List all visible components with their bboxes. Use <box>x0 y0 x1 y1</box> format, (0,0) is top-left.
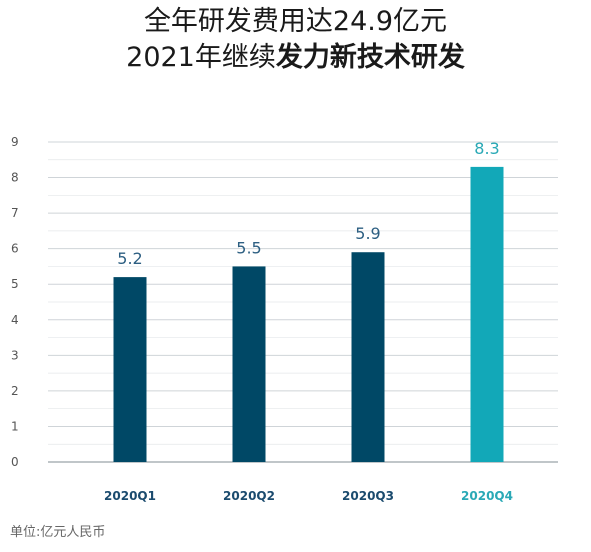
unit-note: 单位:亿元人民币 <box>10 525 106 540</box>
title-line-1: 全年研发费用达24.9亿元 <box>143 6 448 37</box>
bar-2020Q3 <box>351 252 385 462</box>
y-tick-label: 5 <box>11 277 19 291</box>
data-label: 5.2 <box>117 249 142 268</box>
x-tick-label: 2020Q1 <box>104 489 156 503</box>
title-line-2: 2021年继续发力新技术研发 <box>0 40 591 76</box>
y-tick-label: 0 <box>11 455 19 469</box>
title-line-2-prefix: 2021年继续 <box>126 42 276 73</box>
y-tick-label: 2 <box>11 384 19 398</box>
y-tick-label: 6 <box>11 242 19 256</box>
x-tick-label: 2020Q3 <box>342 489 394 503</box>
y-tick-label: 1 <box>11 419 19 433</box>
bar-2020Q1 <box>113 277 147 462</box>
y-tick-label: 8 <box>11 171 19 185</box>
x-tick-label: 2020Q2 <box>223 489 275 503</box>
title-line-2-bold: 发力新技术研发 <box>275 42 465 73</box>
bar-2020Q4 <box>470 166 504 462</box>
data-label: 5.9 <box>355 224 380 243</box>
y-tick-label: 9 <box>11 135 19 149</box>
y-tick-label: 3 <box>11 348 19 362</box>
chart-title: 全年研发费用达24.9亿元 2021年继续发力新技术研发 <box>0 4 591 76</box>
y-tick-label: 4 <box>11 313 19 327</box>
bar-2020Q2 <box>232 266 266 462</box>
x-tick-label: 2020Q4 <box>461 489 513 503</box>
y-tick-label: 7 <box>11 206 19 220</box>
data-label: 5.5 <box>236 238 261 257</box>
data-label: 8.3 <box>474 139 499 158</box>
